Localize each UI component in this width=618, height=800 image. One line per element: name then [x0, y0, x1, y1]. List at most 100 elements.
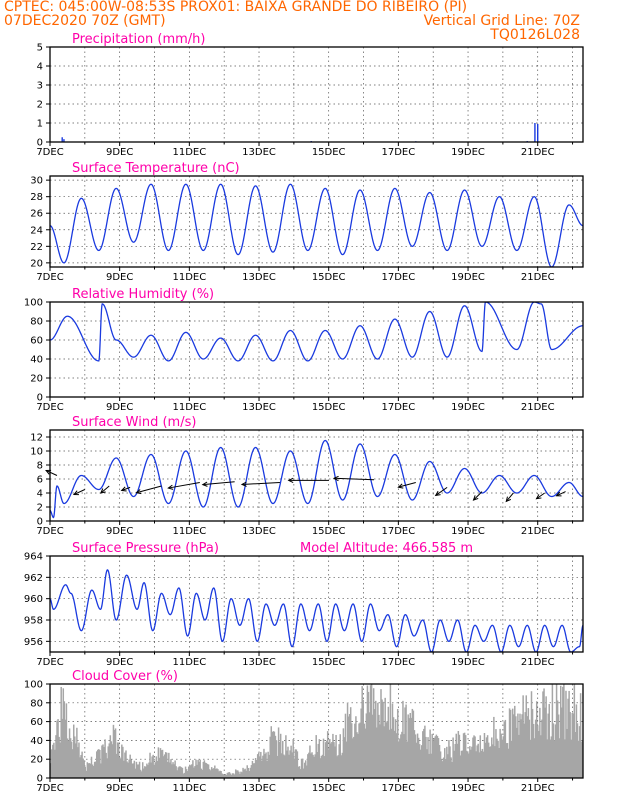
cloud-bar: [87, 763, 90, 778]
y-tick-label: 60: [30, 717, 43, 728]
cloud-bar: [476, 745, 478, 778]
cloud-bar: [495, 729, 497, 778]
x-tick-label: 15DEC: [312, 657, 346, 668]
x-tick-label: 15DEC: [312, 783, 346, 794]
cloud-bar: [253, 763, 256, 778]
cloud-bar: [549, 739, 552, 778]
cloud-bar: [254, 758, 257, 778]
cloud-bar: [202, 761, 205, 778]
cloud-bar: [219, 770, 221, 778]
cloud-bar: [129, 754, 131, 778]
cloud-bar: [234, 769, 237, 778]
cloud-bar: [131, 763, 134, 778]
cloud-bar: [214, 765, 216, 778]
cloud-bar: [469, 746, 471, 778]
cloud-bar: [365, 713, 368, 778]
cloud-bar: [346, 702, 349, 778]
wind-arrow-head: [72, 490, 79, 496]
wind-arrow-head: [99, 488, 106, 494]
wind-arrow: [435, 486, 448, 496]
cloud-bar: [176, 770, 178, 778]
cloud-bar: [206, 764, 209, 778]
wind-arrow-head: [505, 496, 512, 503]
cloud-bar: [98, 749, 100, 778]
cloud-bar: [482, 751, 485, 778]
cloud-bar: [560, 685, 562, 778]
cloud-bar: [440, 759, 443, 778]
cloud-bar: [342, 728, 345, 778]
cloud-bar: [251, 760, 254, 778]
cloud-bar: [153, 764, 155, 778]
cloud-bar: [514, 705, 516, 778]
cloud-bar: [197, 759, 199, 778]
cloud-bar: [135, 761, 138, 778]
cloud-bar: [118, 757, 121, 778]
cloud-bar: [528, 719, 531, 778]
x-tick-label: 21DEC: [521, 272, 555, 283]
cloud-bar: [539, 707, 541, 778]
wind-arrow-head: [120, 486, 127, 492]
cloud-bar: [71, 749, 74, 778]
cloud-bar: [340, 755, 343, 778]
cloud-bar: [158, 757, 161, 778]
cloud-bar: [187, 766, 190, 778]
cloud-bar: [331, 742, 333, 778]
cloud-bar: [431, 733, 433, 778]
cloud-bar: [507, 748, 510, 778]
wind-arrow: [121, 486, 131, 491]
cloud-bar: [373, 709, 376, 778]
wind-arrow-head: [167, 484, 174, 490]
cloud-bar: [111, 744, 114, 778]
y-tick-label: 6: [37, 475, 43, 486]
header-model-id: TQ0126L028: [490, 27, 580, 43]
cloud-bar: [74, 736, 76, 778]
cloud-bar: [574, 731, 577, 778]
cloud-bar: [180, 767, 183, 778]
wind-arrow: [100, 485, 110, 494]
x-tick-label: 19DEC: [451, 783, 485, 794]
cloud-bar: [99, 749, 101, 778]
cloud-bar: [492, 744, 494, 778]
cloud-bar: [288, 754, 290, 778]
cloud-bar: [97, 749, 99, 778]
cloud-bar: [505, 743, 508, 778]
cloud-bar: [127, 762, 129, 778]
cloud-bar: [94, 761, 97, 778]
cloud-bar: [414, 734, 417, 778]
cloud-bar: [543, 688, 545, 778]
cloud-bar: [535, 701, 538, 778]
cloud-bar: [305, 760, 307, 778]
cloud-bar: [243, 769, 245, 778]
cloud-bar: [425, 736, 427, 778]
cloud-bar: [579, 693, 582, 778]
cloud-bar: [126, 761, 128, 778]
cloud-bar: [453, 750, 455, 778]
cloud-bar: [193, 767, 195, 778]
cloud-bar: [447, 754, 449, 778]
cloud-bar: [561, 707, 563, 778]
panel-title: Cloud Cover (%): [72, 669, 178, 684]
cloud-bar: [355, 716, 357, 778]
y-tick-label: 100: [24, 298, 43, 309]
cloud-bar: [348, 714, 351, 778]
cloud-bar: [347, 716, 350, 778]
cloud-bar: [360, 708, 362, 778]
y-tick-label: 0: [37, 393, 43, 404]
cloud-bar: [501, 739, 503, 778]
cloud-bar: [530, 691, 533, 778]
cloud-bar: [91, 764, 94, 778]
cloud-bar: [533, 738, 536, 778]
cloud-bar: [319, 758, 322, 778]
cloud-bar: [124, 752, 126, 778]
cloud-bar: [455, 733, 457, 778]
cloud-bar: [295, 749, 298, 778]
cloud-bar: [356, 732, 358, 778]
x-tick-label: 17DEC: [381, 272, 415, 283]
cloud-bar: [405, 704, 407, 778]
cloud-bar: [468, 753, 470, 778]
y-tick-label: 20: [30, 258, 43, 269]
cloud-bars: [50, 684, 583, 778]
cloud-bar: [551, 684, 554, 778]
cloud-bar: [250, 765, 253, 778]
cloud-bar: [78, 742, 80, 778]
